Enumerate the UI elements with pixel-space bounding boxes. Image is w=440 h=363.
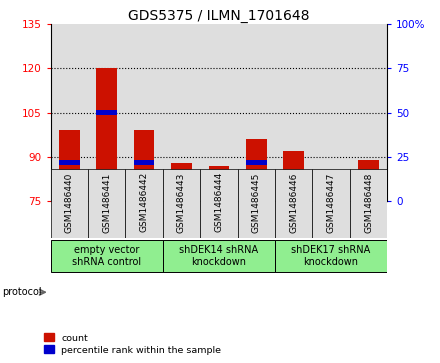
Text: protocol: protocol bbox=[2, 287, 42, 297]
Bar bbox=[171, 181, 192, 186]
Bar bbox=[51, 240, 163, 272]
Bar bbox=[200, 24, 238, 201]
Bar bbox=[51, 169, 88, 238]
Bar bbox=[275, 240, 387, 272]
Bar bbox=[209, 195, 229, 201]
Bar bbox=[134, 160, 154, 165]
Bar bbox=[134, 130, 154, 201]
Bar bbox=[246, 160, 267, 165]
Bar bbox=[163, 24, 200, 201]
Bar bbox=[350, 169, 387, 238]
Bar bbox=[358, 160, 379, 201]
Bar bbox=[88, 24, 125, 201]
Bar bbox=[275, 24, 312, 201]
Text: shDEK17 shRNA
knockdown: shDEK17 shRNA knockdown bbox=[291, 245, 371, 267]
Text: GSM1486440: GSM1486440 bbox=[65, 172, 74, 233]
Bar bbox=[125, 24, 163, 201]
Text: GSM1486448: GSM1486448 bbox=[364, 172, 373, 233]
Bar bbox=[163, 169, 200, 238]
Text: GSM1486446: GSM1486446 bbox=[289, 172, 298, 233]
Text: GSM1486441: GSM1486441 bbox=[102, 172, 111, 233]
Bar bbox=[238, 24, 275, 201]
Bar bbox=[59, 160, 80, 165]
Bar bbox=[358, 181, 379, 186]
Bar bbox=[321, 172, 341, 201]
Title: GDS5375 / ILMN_1701648: GDS5375 / ILMN_1701648 bbox=[128, 9, 310, 23]
Bar bbox=[125, 169, 163, 238]
Bar bbox=[209, 166, 229, 201]
Text: GSM1486442: GSM1486442 bbox=[139, 172, 149, 232]
Legend: count, percentile rank within the sample: count, percentile rank within the sample bbox=[44, 334, 221, 355]
Bar bbox=[312, 24, 350, 201]
Text: GSM1486447: GSM1486447 bbox=[326, 172, 336, 233]
Bar bbox=[283, 151, 304, 201]
Bar bbox=[171, 163, 192, 201]
Bar bbox=[246, 139, 267, 201]
Text: shDEK14 shRNA
knockdown: shDEK14 shRNA knockdown bbox=[180, 245, 258, 267]
Bar bbox=[238, 169, 275, 238]
Bar bbox=[350, 24, 387, 201]
Bar bbox=[283, 181, 304, 186]
Bar bbox=[96, 110, 117, 115]
Bar bbox=[312, 169, 350, 238]
Bar bbox=[59, 130, 80, 201]
Text: GSM1486445: GSM1486445 bbox=[252, 172, 261, 233]
Bar bbox=[88, 169, 125, 238]
Text: empty vector
shRNA control: empty vector shRNA control bbox=[72, 245, 141, 267]
Bar bbox=[51, 24, 88, 201]
Bar bbox=[96, 68, 117, 201]
Text: GSM1486443: GSM1486443 bbox=[177, 172, 186, 233]
Bar bbox=[321, 195, 341, 201]
Bar bbox=[163, 240, 275, 272]
Text: GSM1486444: GSM1486444 bbox=[214, 172, 224, 232]
Bar bbox=[275, 169, 312, 238]
Bar bbox=[200, 169, 238, 238]
